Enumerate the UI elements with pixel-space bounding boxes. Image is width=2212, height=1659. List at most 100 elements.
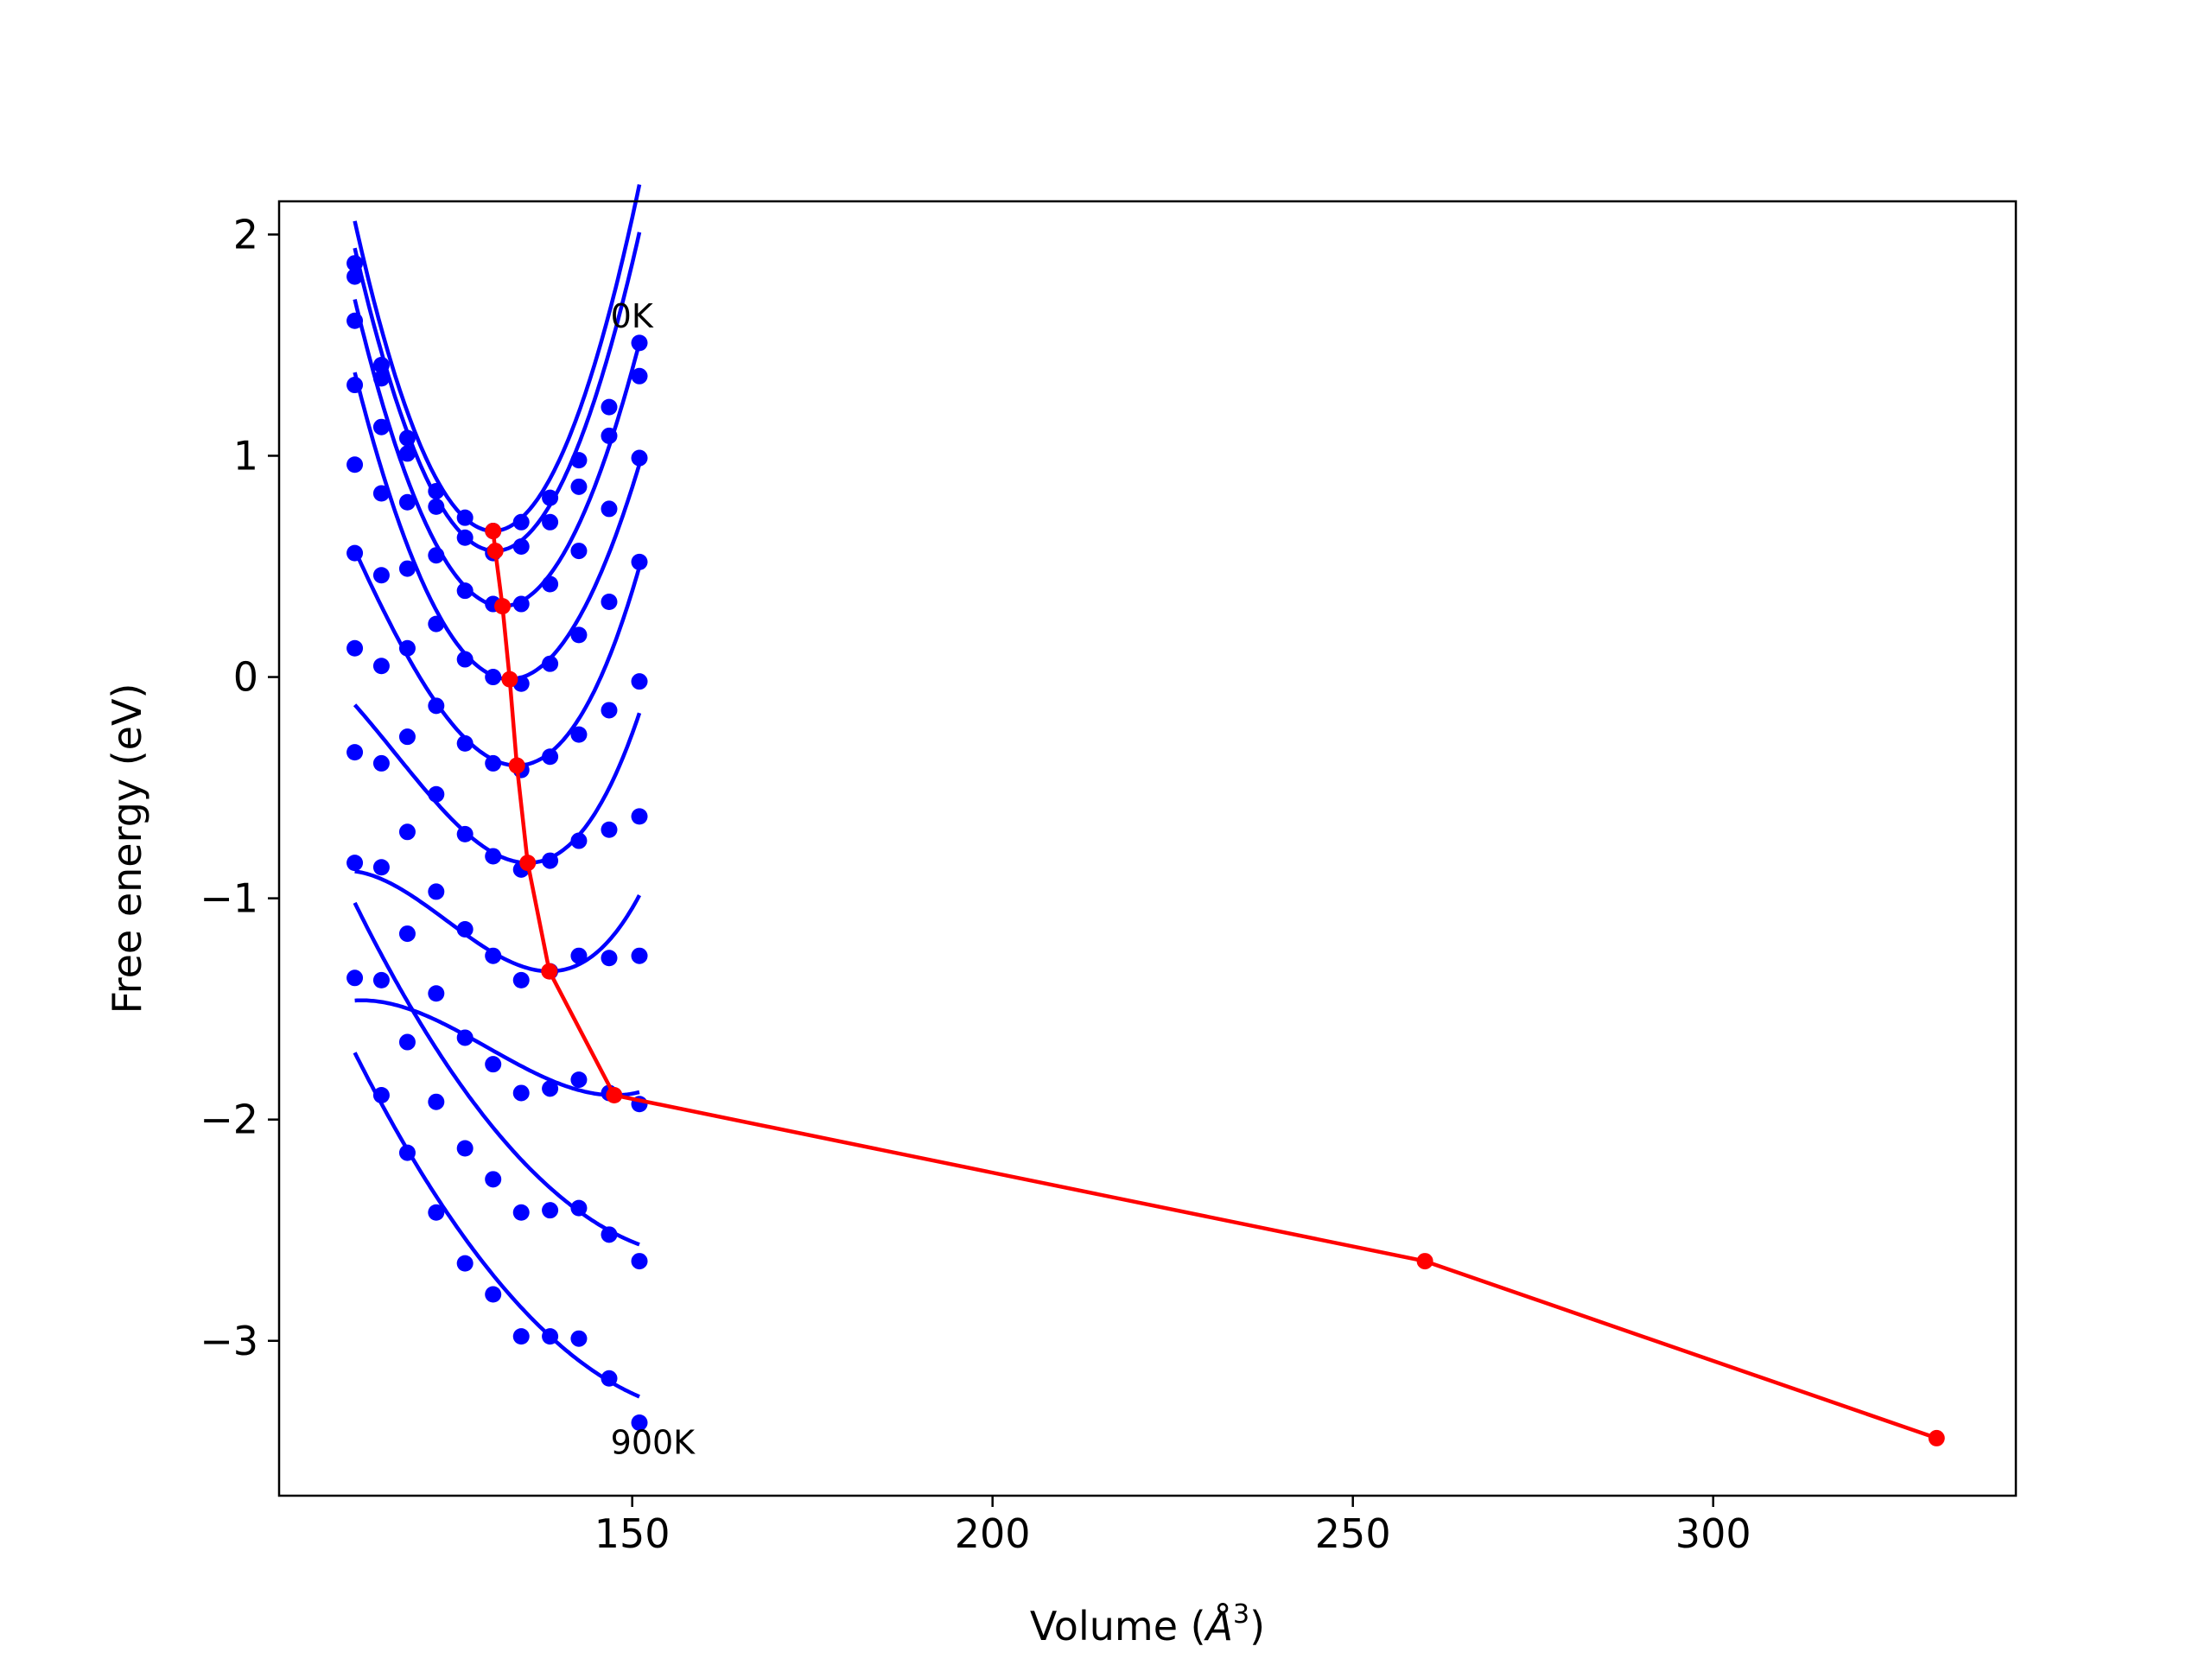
data-point [428,697,445,715]
data-point [372,859,390,876]
fit-curve-7 [354,998,640,1097]
data-point [398,1144,416,1161]
data-point [485,1056,502,1073]
minima-series [485,523,1945,1446]
x-tick-label: 150 [594,1510,671,1557]
y-tick-label: 0 [233,654,258,701]
data-point [542,1080,559,1097]
data-point [456,1029,474,1046]
data-point [346,744,364,761]
data-point [631,808,648,825]
data-point [428,1093,445,1110]
data-point [570,1071,588,1089]
x-axis-label-exponent: 3 [1233,1599,1249,1630]
x-tick-label: 250 [1315,1510,1391,1557]
data-point [570,832,588,849]
data-point [512,595,530,613]
data-point [570,1330,588,1347]
data-point [372,418,390,435]
data-point [398,429,416,447]
data-point [601,1226,618,1243]
data-point [456,529,474,546]
plot-frame [277,200,2018,1497]
data-point [485,1171,502,1188]
data-point [512,1084,530,1102]
data-point [456,734,474,752]
data-point [631,449,648,467]
data-point [372,370,390,387]
data-point [428,498,445,515]
y-tick-label: −1 [200,875,258,922]
data-point [601,398,618,416]
data-point [601,821,618,838]
data-point [601,1370,618,1387]
data-point [631,367,648,385]
x-tick-label: 300 [1675,1510,1751,1557]
y-tick-label: 2 [233,211,258,257]
data-point [601,427,618,444]
data-point [570,947,588,964]
data-point [372,971,390,988]
minima-point [486,543,504,560]
x-axis-label: Volume (Å3) [1030,1599,1265,1649]
minima-line [491,531,1938,1440]
y-axis-ticks: −3 −2 −1 0 1 2 [200,211,279,1364]
data-point [456,651,474,668]
data-point [372,1087,390,1104]
data-point [346,377,364,394]
data-point [456,920,474,938]
data-point [512,1328,530,1345]
data-point [398,493,416,511]
data-point [428,615,445,632]
minima-point [508,757,525,774]
data-point [372,356,390,373]
data-point [601,702,618,719]
data-points [346,255,648,1431]
data-point [398,560,416,577]
data-point [512,1204,530,1221]
data-point [485,754,502,772]
data-point [542,748,559,766]
data-point [512,971,530,988]
data-point [570,543,588,560]
data-point [631,1253,648,1270]
data-point [570,1199,588,1217]
temperature-annotation: 900K [611,1423,696,1461]
data-point [346,969,364,987]
data-point [485,669,502,686]
x-axis-label-text: Volume ( [1030,1603,1206,1649]
data-point [372,658,390,675]
data-point [631,673,648,690]
data-point [456,582,474,600]
temperature-annotation: 0K [611,297,654,335]
fit-curve-9 [353,1052,640,1399]
x-axis-label-unit: Å [1204,1603,1233,1649]
data-point [601,500,618,518]
data-point [428,883,445,900]
minima-point [1928,1429,1945,1446]
data-point [428,482,445,499]
x-axis-label-close: ) [1249,1603,1265,1649]
data-point [428,1204,445,1221]
data-point [456,825,474,842]
y-tick-label: 1 [233,432,258,479]
minima-point [501,671,518,688]
data-point [346,639,364,657]
data-point [542,575,559,593]
y-axis-label: Free energy (eV) [104,683,150,1014]
data-point [570,626,588,644]
data-point [346,312,364,329]
data-point [372,485,390,502]
data-point [456,1140,474,1157]
data-point [428,547,445,564]
data-point [346,255,364,272]
minima-point [1416,1253,1433,1270]
data-point [631,947,648,964]
data-point [346,544,364,562]
data-point [542,1202,559,1219]
data-point [372,567,390,584]
y-tick-label: −2 [200,1096,258,1143]
data-point [631,553,648,570]
data-point [542,852,559,869]
